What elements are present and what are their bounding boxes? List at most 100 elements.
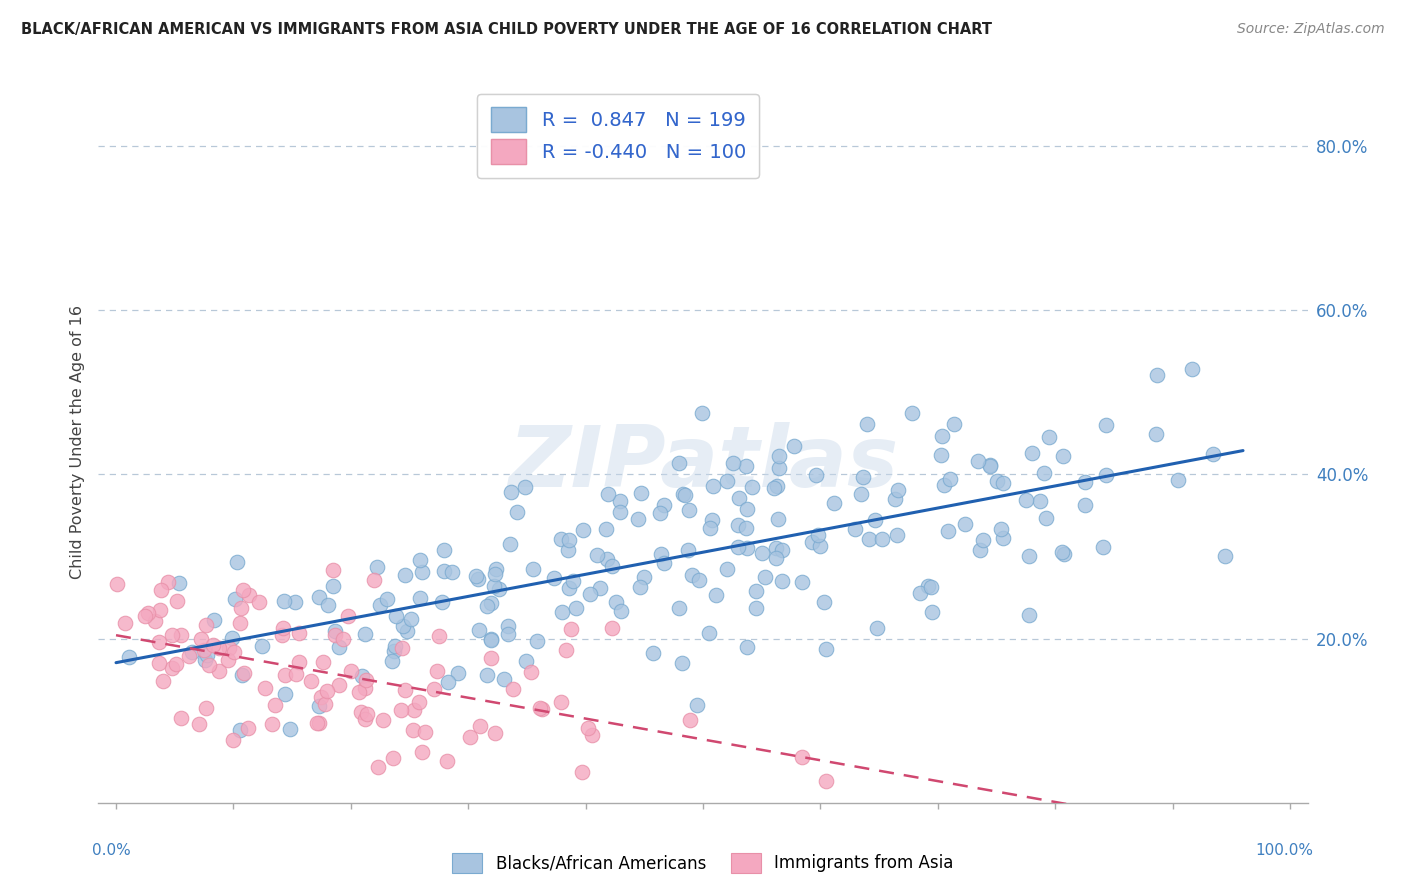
Point xyxy=(1167,473,1189,487)
Point xyxy=(609,494,631,508)
Point xyxy=(855,417,877,432)
Point xyxy=(1018,549,1040,563)
Point xyxy=(401,612,423,626)
Point xyxy=(1052,449,1074,463)
Point xyxy=(488,582,510,596)
Point xyxy=(1018,607,1040,622)
Point xyxy=(224,645,246,659)
Point xyxy=(479,596,502,610)
Point xyxy=(692,407,714,421)
Point xyxy=(499,536,522,550)
Point xyxy=(436,755,458,769)
Point xyxy=(792,750,814,764)
Point xyxy=(768,461,790,475)
Point xyxy=(136,606,159,620)
Point xyxy=(986,474,1008,488)
Point xyxy=(883,491,905,506)
Point xyxy=(852,470,875,484)
Point xyxy=(596,552,619,566)
Point xyxy=(648,506,671,520)
Point xyxy=(325,628,347,642)
Point xyxy=(485,561,508,575)
Point xyxy=(430,595,453,609)
Point xyxy=(437,674,460,689)
Point xyxy=(931,429,953,443)
Point xyxy=(389,703,412,717)
Point xyxy=(318,598,340,612)
Point xyxy=(477,599,499,613)
Point xyxy=(716,562,738,576)
Point xyxy=(681,567,703,582)
Point xyxy=(704,589,727,603)
Point xyxy=(600,621,623,635)
Point xyxy=(522,562,544,576)
Point xyxy=(165,657,187,671)
Point xyxy=(917,579,939,593)
Point xyxy=(1021,446,1043,460)
Point xyxy=(392,618,415,632)
Point xyxy=(408,695,430,709)
Point xyxy=(815,774,838,789)
Point xyxy=(467,572,489,586)
Point xyxy=(808,539,831,553)
Point xyxy=(287,656,309,670)
Point xyxy=(595,522,617,536)
Point xyxy=(723,456,745,470)
Point xyxy=(498,619,520,633)
Point xyxy=(308,699,330,714)
Point xyxy=(385,609,408,624)
Point xyxy=(1213,549,1236,563)
Point xyxy=(337,608,360,623)
Point xyxy=(278,723,301,737)
Point xyxy=(766,511,789,525)
Point xyxy=(260,717,283,731)
Point xyxy=(404,703,426,717)
Point xyxy=(529,700,551,714)
Point xyxy=(734,458,756,473)
Point xyxy=(727,491,749,505)
Point xyxy=(229,723,252,738)
Point xyxy=(763,481,786,495)
Point xyxy=(105,576,128,591)
Point xyxy=(160,660,183,674)
Point xyxy=(551,605,574,619)
Point xyxy=(307,716,329,731)
Point xyxy=(1015,493,1038,508)
Point xyxy=(979,458,1001,473)
Point xyxy=(253,681,276,695)
Point xyxy=(484,726,506,740)
Point xyxy=(630,486,652,500)
Point xyxy=(218,640,240,655)
Point xyxy=(652,498,675,512)
Point xyxy=(447,665,470,680)
Point xyxy=(354,681,377,696)
Point xyxy=(382,751,405,765)
Point xyxy=(921,606,943,620)
Point xyxy=(1202,447,1225,461)
Point xyxy=(1181,362,1204,376)
Point xyxy=(804,467,827,482)
Point xyxy=(679,714,702,728)
Point xyxy=(433,564,456,578)
Point xyxy=(581,728,603,742)
Point xyxy=(423,682,446,697)
Point xyxy=(641,646,664,660)
Point xyxy=(284,595,307,609)
Point xyxy=(526,634,548,648)
Point xyxy=(910,586,932,600)
Point xyxy=(783,438,806,452)
Point xyxy=(814,642,837,657)
Point xyxy=(166,594,188,608)
Point xyxy=(735,502,758,516)
Point xyxy=(887,483,910,497)
Point xyxy=(118,650,141,665)
Point xyxy=(479,651,502,665)
Point xyxy=(381,654,404,668)
Point xyxy=(1033,466,1056,480)
Point xyxy=(208,640,231,655)
Point xyxy=(316,684,339,698)
Point xyxy=(149,603,172,617)
Point xyxy=(396,624,419,639)
Point xyxy=(347,684,370,698)
Point xyxy=(194,652,217,666)
